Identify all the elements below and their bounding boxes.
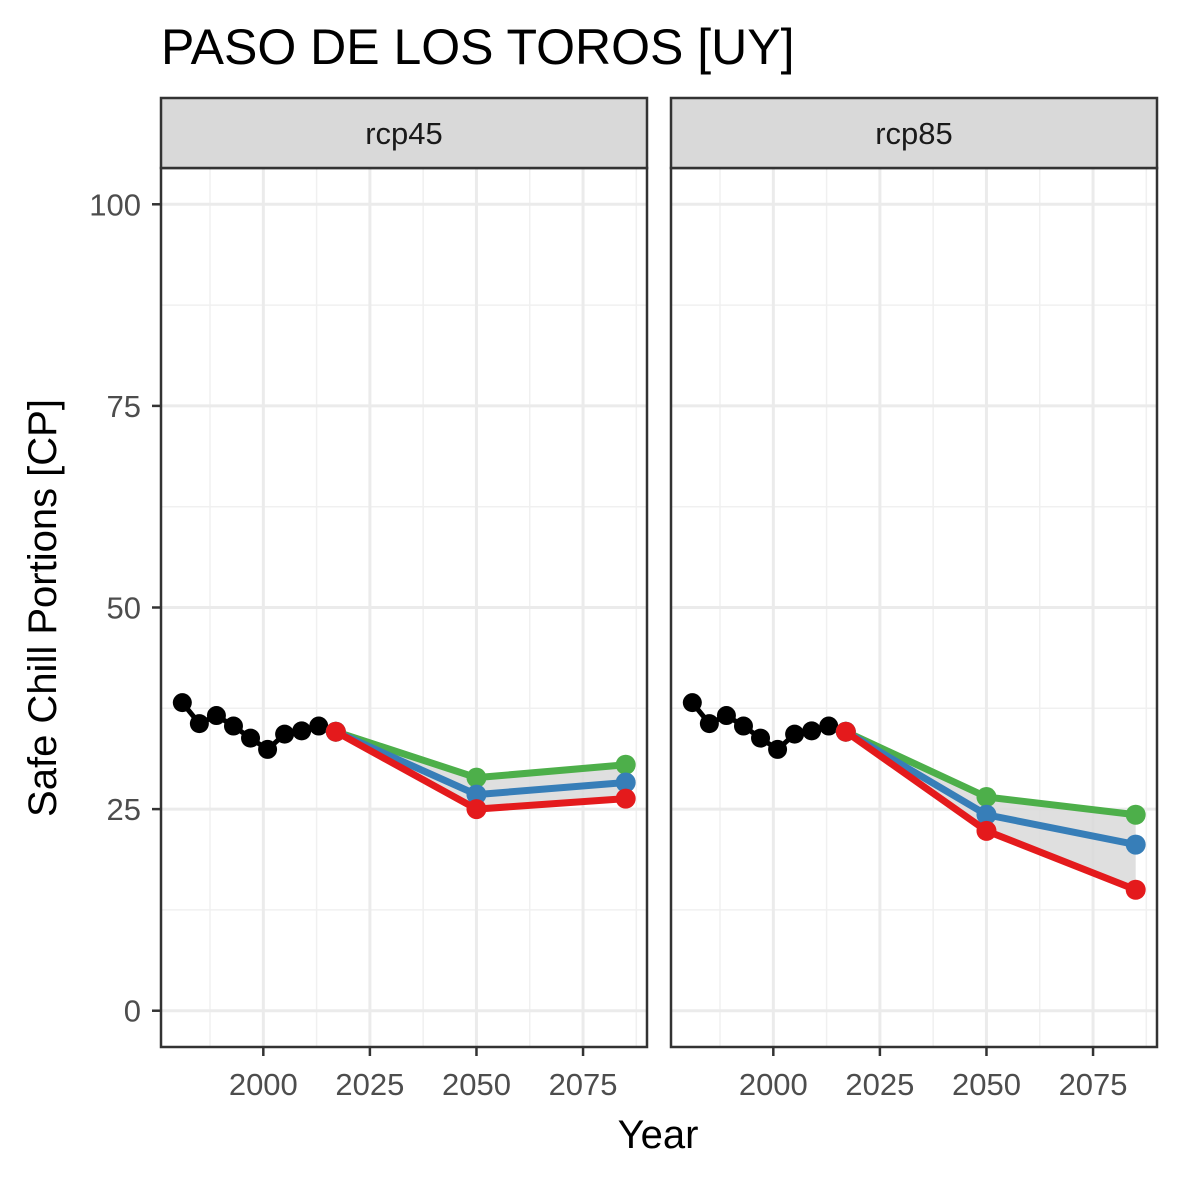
high-series-point bbox=[1125, 804, 1146, 825]
historic-point bbox=[751, 728, 771, 748]
mid-series-point bbox=[976, 804, 997, 825]
historic-point bbox=[172, 693, 192, 713]
y-axis-title: Safe Chill Portions [CP] bbox=[21, 399, 65, 817]
historic-point bbox=[206, 706, 226, 726]
historic-point bbox=[785, 724, 805, 744]
x-tick-label: 2025 bbox=[335, 1067, 404, 1102]
low-series-point bbox=[835, 721, 856, 742]
historic-point bbox=[802, 721, 822, 741]
x-axis-title: Year bbox=[618, 1113, 699, 1157]
x-tick-label: 2050 bbox=[442, 1067, 511, 1102]
facet-strip bbox=[159, 96, 649, 170]
historic-point bbox=[819, 716, 839, 736]
chart-title: PASO DE LOS TOROS [UY] bbox=[161, 19, 795, 75]
y-tick-label: 75 bbox=[107, 389, 141, 424]
low-series-point bbox=[615, 788, 636, 809]
historic-point bbox=[189, 714, 209, 734]
historic-point bbox=[258, 739, 278, 759]
y-tick-label: 100 bbox=[89, 187, 141, 222]
historic-point bbox=[309, 716, 329, 736]
facet-strip-label: rcp85 bbox=[875, 116, 953, 151]
x-tick-label: 2000 bbox=[229, 1067, 298, 1102]
low-series-point bbox=[325, 721, 346, 742]
mid-series-point bbox=[1125, 834, 1146, 855]
high-series-point bbox=[976, 787, 997, 808]
low-series-point bbox=[1125, 879, 1146, 900]
x-tick-label: 2075 bbox=[1059, 1067, 1128, 1102]
historic-point bbox=[699, 714, 719, 734]
x-tick-label: 2050 bbox=[952, 1067, 1021, 1102]
facet-strip bbox=[669, 96, 1159, 170]
historic-point bbox=[768, 739, 788, 759]
low-series-point bbox=[466, 799, 487, 820]
low-series-point bbox=[976, 820, 997, 841]
x-tick-label: 2000 bbox=[739, 1067, 808, 1102]
y-tick-label: 50 bbox=[107, 591, 141, 626]
facet-panel-rcp85: rcp85 2000 2025 2050 2075 bbox=[669, 96, 1159, 1102]
x-tick-label: 2075 bbox=[549, 1067, 618, 1102]
facet-panels: rcp45 2000 2025 2050 2075 rcp85 2000 2025 2050 20… bbox=[159, 96, 1159, 1102]
high-series-point bbox=[615, 754, 636, 775]
historic-point bbox=[733, 716, 753, 736]
high-series-point bbox=[466, 767, 487, 788]
historic-point bbox=[241, 728, 261, 748]
mid-series-point bbox=[466, 784, 487, 805]
y-tick-label: 0 bbox=[124, 994, 141, 1029]
y-tick-label: 25 bbox=[107, 792, 141, 827]
mid-series-point bbox=[615, 772, 636, 793]
historic-point bbox=[275, 724, 295, 744]
historic-point bbox=[223, 716, 243, 736]
historic-point bbox=[292, 721, 312, 741]
historic-point bbox=[716, 706, 736, 726]
historic-point bbox=[682, 693, 702, 713]
x-tick-label: 2025 bbox=[845, 1067, 914, 1102]
facet-panel-rcp45: rcp45 2000 2025 2050 2075 bbox=[159, 96, 649, 1102]
facet-strip-label: rcp45 bbox=[365, 116, 443, 151]
y-axis: 0 25 50 75 100 bbox=[89, 187, 161, 1029]
